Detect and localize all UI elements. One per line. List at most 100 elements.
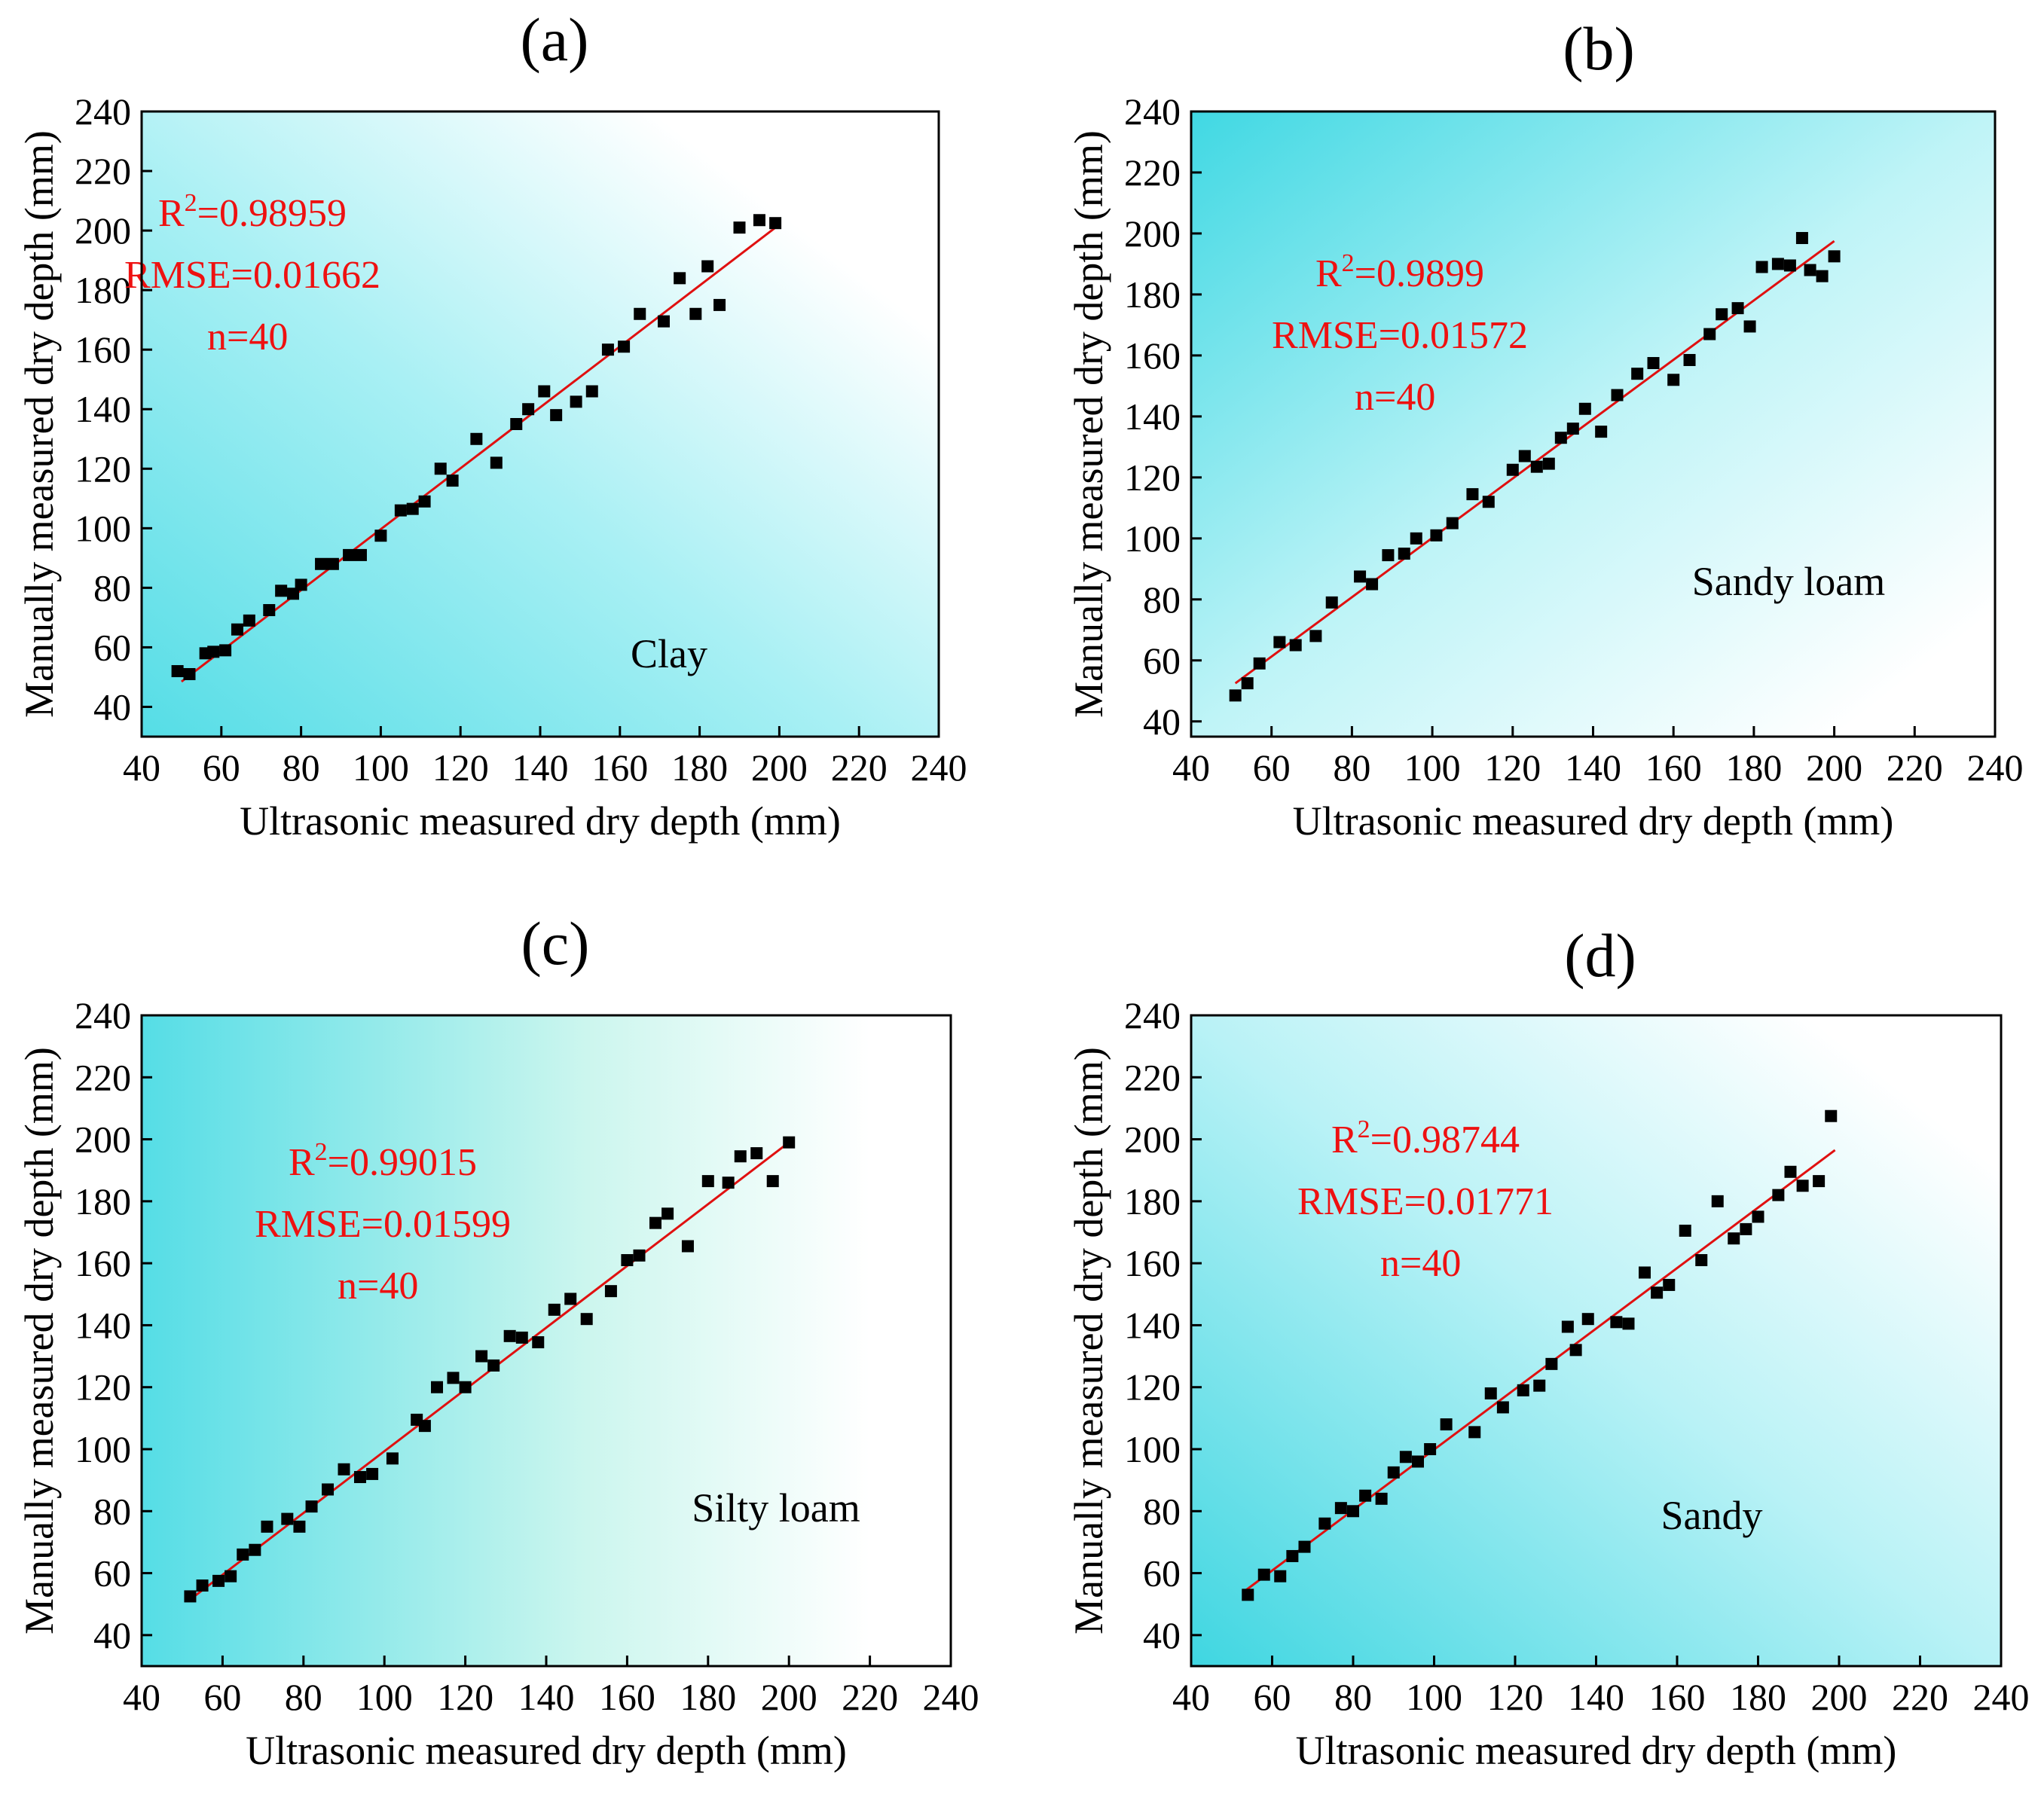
data-point: [1242, 1589, 1254, 1601]
data-point: [1716, 308, 1728, 321]
data-point: [231, 623, 243, 636]
data-point: [701, 1175, 714, 1188]
y-tick-label: 60: [93, 1552, 131, 1595]
data-point: [634, 307, 646, 320]
y-tick-label: 140: [1124, 1304, 1181, 1346]
chart-panel-0: (a) 40 60 80 100 120 140 160 180 200 220 240 40 60 80 1…: [17, 5, 967, 844]
soil-type-label: Sandy: [1661, 1493, 1763, 1538]
x-tick-label: 140: [1565, 746, 1621, 789]
data-point: [1273, 636, 1286, 649]
fit-line: [1242, 1149, 1836, 1593]
x-axis-title: Ultrasonic measured dry depth (mm): [240, 798, 841, 844]
data-point: [1639, 1266, 1651, 1279]
sample-count-label: n=40: [1380, 1242, 1461, 1285]
data-point: [753, 214, 765, 227]
data-point: [1482, 496, 1495, 508]
y-tick-label: 60: [93, 626, 131, 668]
data-point: [734, 1150, 747, 1163]
x-tick-label: 220: [842, 1676, 898, 1718]
data-point: [1771, 258, 1784, 270]
data-point: [769, 217, 782, 230]
x-tick-label: 100: [1406, 1676, 1462, 1718]
data-point: [1440, 1418, 1453, 1431]
data-point: [322, 1483, 335, 1496]
data-point: [522, 403, 535, 416]
data-point: [418, 1420, 431, 1433]
panel-label: (d): [1564, 921, 1636, 990]
data-point: [1695, 1254, 1708, 1267]
x-tick-label: 60: [203, 746, 240, 789]
data-point: [674, 272, 686, 285]
y-tick-label: 240: [1124, 994, 1181, 1036]
data-point: [1711, 1195, 1724, 1207]
y-tick-label: 100: [1124, 1428, 1181, 1470]
y-tick-label: 80: [1143, 1490, 1181, 1532]
data-point: [750, 1147, 763, 1160]
y-tick-label: 140: [75, 388, 131, 430]
data-point: [1703, 328, 1716, 340]
data-point: [418, 495, 431, 508]
x-tick-label: 40: [123, 746, 160, 789]
y-tick-label: 140: [75, 1304, 131, 1346]
data-point: [315, 557, 328, 570]
plot-background: [142, 1015, 951, 1666]
data-point: [564, 1293, 577, 1305]
data-point: [585, 385, 598, 398]
data-point: [1424, 1443, 1437, 1455]
data-point: [570, 395, 582, 408]
data-point: [293, 1520, 306, 1533]
data-point: [601, 343, 614, 356]
data-point: [1610, 1316, 1623, 1329]
x-tick-label: 140: [512, 746, 569, 789]
x-tick-label: 120: [437, 1676, 493, 1718]
x-axis-title: Ultrasonic measured dry depth (mm): [246, 1728, 847, 1773]
data-point: [1466, 488, 1479, 501]
data-point: [681, 1240, 694, 1253]
data-point: [1667, 374, 1680, 386]
data-point: [1581, 1313, 1594, 1326]
x-tick-label: 200: [1811, 1676, 1868, 1718]
data-point: [1274, 1570, 1287, 1582]
data-point: [1783, 259, 1796, 272]
data-point: [1382, 549, 1395, 562]
data-point: [1545, 1357, 1558, 1370]
data-point: [532, 1336, 545, 1349]
y-tick-label: 40: [93, 1614, 131, 1656]
data-point: [604, 1285, 617, 1298]
y-tick-label: 200: [1124, 212, 1181, 255]
data-point: [1796, 1180, 1809, 1192]
y-tick-label: 40: [1143, 1614, 1181, 1656]
x-tick-label: 100: [1404, 746, 1461, 789]
data-point: [1286, 1549, 1299, 1562]
data-point: [1354, 570, 1367, 583]
x-tick-label: 80: [283, 746, 320, 789]
data-point: [1530, 460, 1543, 473]
data-point: [1253, 657, 1266, 670]
data-point: [446, 475, 459, 487]
data-point: [1683, 353, 1696, 366]
x-tick-label: 180: [1730, 1676, 1786, 1718]
data-point: [171, 665, 184, 678]
data-point: [661, 1207, 674, 1220]
y-tick-label: 180: [1124, 1180, 1181, 1222]
data-point: [374, 530, 387, 542]
data-point: [657, 315, 670, 328]
x-tick-label: 40: [1172, 746, 1210, 789]
data-point: [225, 1570, 237, 1582]
data-point: [196, 1579, 209, 1592]
y-tick-label: 200: [1124, 1119, 1181, 1161]
data-point: [580, 1313, 593, 1326]
x-tick-label: 60: [203, 1676, 241, 1718]
x-tick-label: 160: [1649, 1676, 1706, 1718]
data-point: [1578, 402, 1591, 415]
y-tick-label: 40: [93, 685, 131, 728]
y-tick-label: 200: [75, 209, 131, 252]
y-tick-label: 100: [75, 1428, 131, 1470]
data-point: [618, 340, 631, 353]
data-point: [249, 1543, 261, 1556]
y-tick-label: 60: [1143, 1552, 1181, 1595]
y-tick-label: 120: [1124, 1366, 1181, 1409]
rmse-label: RMSE=0.01572: [1272, 314, 1528, 357]
x-tick-label: 240: [923, 1676, 979, 1718]
data-point: [1298, 1540, 1311, 1553]
